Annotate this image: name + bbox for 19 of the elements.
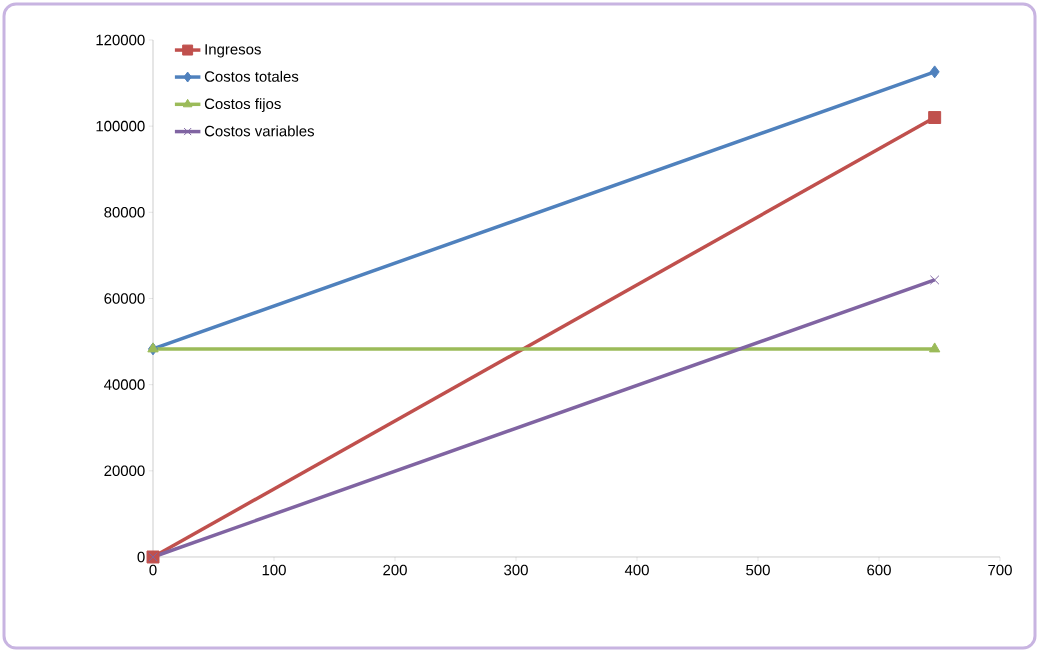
- legend-label: Costos fijos: [204, 98, 281, 113]
- y-tick-label: 80000: [104, 207, 145, 218]
- y-tick-label: 0: [137, 551, 145, 563]
- y-tick-label: 100000: [96, 120, 145, 132]
- legend-label: Costos totales: [204, 70, 299, 82]
- x-tick-label: 300: [504, 564, 528, 576]
- y-tick-label: 120000: [96, 34, 145, 46]
- x-tick-label: 400: [624, 564, 649, 576]
- legend-label: Ingresos: [205, 44, 261, 58]
- legend-label: Costos variables: [204, 125, 315, 137]
- x-tick-label: 100: [262, 564, 286, 576]
- x-tick-label: 0: [149, 564, 157, 576]
- y-tick-label: 20000: [104, 465, 145, 477]
- x-tick-label: 500: [746, 564, 770, 576]
- x-tick-label: 200: [383, 564, 407, 576]
- x-tick-label: 600: [867, 564, 891, 576]
- x-tick-label: 700: [988, 564, 1012, 576]
- y-tick-label: 60000: [104, 293, 145, 304]
- y-tick-label: 40000: [104, 379, 145, 390]
